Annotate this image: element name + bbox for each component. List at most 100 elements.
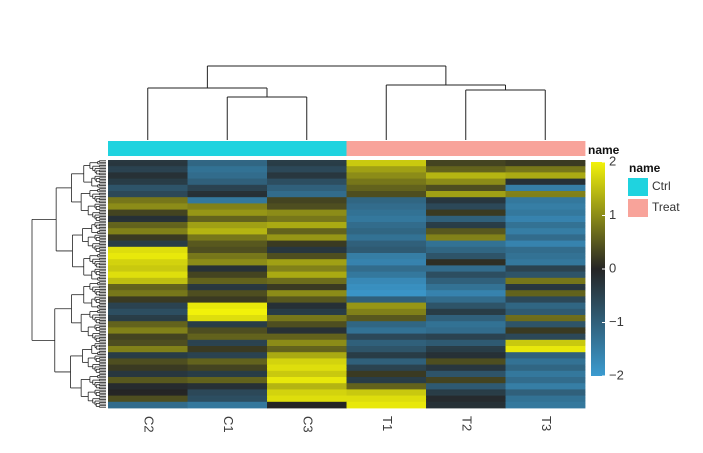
heatmap-cell: [426, 361, 506, 364]
heatmap-cell: [187, 180, 268, 183]
heatmap-cell: [267, 344, 347, 347]
heatmap-cell: [346, 173, 427, 176]
heatmap-cell: [346, 308, 427, 311]
annotation-cell-ctrl: [108, 141, 188, 156]
heatmap-cell: [187, 313, 268, 316]
heatmap-cell: [426, 349, 506, 352]
heatmap-cell: [346, 220, 427, 223]
heatmap-cell: [267, 335, 347, 338]
heatmap-cell: [426, 237, 506, 240]
heatmap-cell: [108, 373, 188, 376]
heatmap-cell: [187, 394, 268, 396]
heatmap-cell: [346, 234, 427, 237]
heatmap-cell: [346, 398, 427, 401]
heatmap-cell: [346, 350, 427, 353]
heatmap-cell: [426, 293, 506, 296]
heatmap-cell: [108, 212, 188, 215]
heatmap-cell: [267, 400, 347, 403]
heatmap-cell: [346, 291, 427, 294]
heatmap-cell: [346, 358, 427, 361]
heatmap-cell: [267, 384, 347, 387]
heatmap-cell: [346, 262, 427, 265]
heatmap-cell: [426, 189, 506, 192]
heatmap-cell: [187, 380, 268, 383]
heatmap-cell: [505, 383, 586, 386]
heatmap-cell: [426, 223, 506, 226]
heatmap-cell: [187, 181, 268, 184]
heatmap-cell: [267, 347, 347, 350]
heatmap-cell: [505, 211, 586, 214]
heatmap-cell: [426, 231, 506, 234]
heatmap-cell: [505, 336, 586, 339]
heatmap-cell: [267, 364, 347, 367]
heatmap-cell: [267, 390, 347, 393]
heatmap-cell: [267, 342, 347, 345]
heatmap-cell: [267, 223, 347, 226]
heatmap-cell: [346, 163, 427, 166]
heatmap-cell: [267, 183, 347, 186]
heatmap-cell: [505, 183, 586, 186]
heatmap-cell: [267, 333, 347, 336]
heatmap-cell: [187, 322, 268, 325]
heatmap-cell: [108, 378, 188, 381]
heatmap-cell: [267, 249, 347, 252]
heatmap-cell: [267, 389, 347, 392]
heatmap-cell: [267, 363, 347, 365]
heatmap-cell: [426, 370, 506, 373]
heatmap-cell: [267, 260, 347, 263]
heatmap-cell: [187, 270, 268, 272]
heatmap-cell: [346, 332, 427, 334]
heatmap-cell: [187, 377, 268, 379]
heatmap-cell: [505, 271, 586, 274]
heatmap-cell: [505, 263, 586, 266]
heatmap-cell: [108, 204, 188, 207]
heatmap-cell: [108, 290, 188, 293]
heatmap-cell: [187, 225, 268, 228]
heatmap-cell: [267, 178, 347, 181]
heatmap-cell: [505, 313, 586, 316]
heatmap-cell: [108, 370, 188, 373]
heatmap-cell: [187, 386, 268, 389]
heatmap-cell: [267, 350, 347, 353]
heatmap-cell: [108, 249, 188, 252]
heatmap-cell: [426, 222, 506, 224]
heatmap-cell: [346, 195, 427, 198]
heatmap-cell: [426, 225, 506, 228]
heatmap-cell: [505, 353, 586, 356]
heatmap-cell: [108, 164, 188, 167]
heatmap-cell: [108, 259, 188, 262]
heatmap-cell: [187, 373, 268, 376]
heatmap-cell: [267, 173, 347, 176]
heatmap-cell: [267, 381, 347, 384]
heatmap-cell: [108, 173, 188, 176]
heatmap-cell: [346, 322, 427, 325]
heatmap-cell: [267, 403, 347, 406]
heatmap-cell: [267, 273, 347, 276]
heatmap-cell: [108, 308, 188, 311]
color-scale-legend: 2 1 0 −1 −2: [591, 153, 624, 382]
heatmap-cell: [187, 311, 268, 314]
heatmap-cell: [187, 243, 268, 246]
heatmap-cell: [505, 229, 586, 232]
heatmap-cell: [108, 375, 188, 378]
heatmap-cell: [505, 282, 586, 285]
heatmap-cell: [505, 316, 586, 319]
heatmap-cell: [267, 276, 347, 279]
heatmap-cell: [426, 260, 506, 263]
heatmap-cell: [187, 198, 268, 201]
heatmap-cell: [187, 234, 268, 237]
heatmap-cell: [267, 237, 347, 240]
heatmap-cell: [108, 189, 188, 192]
heatmap-cell: [426, 327, 506, 330]
heatmap-cell: [426, 167, 506, 170]
heatmap-cell: [267, 319, 347, 322]
heatmap-cell: [505, 319, 586, 322]
heatmap-cell: [187, 222, 268, 224]
heatmap-cell: [346, 369, 427, 372]
heatmap-cell: [426, 184, 506, 187]
heatmap-cell: [267, 170, 347, 173]
heatmap-cell: [108, 304, 188, 307]
heatmap-cell: [108, 167, 188, 170]
heatmap-cell: [187, 215, 268, 218]
heatmap-cell: [426, 384, 506, 387]
